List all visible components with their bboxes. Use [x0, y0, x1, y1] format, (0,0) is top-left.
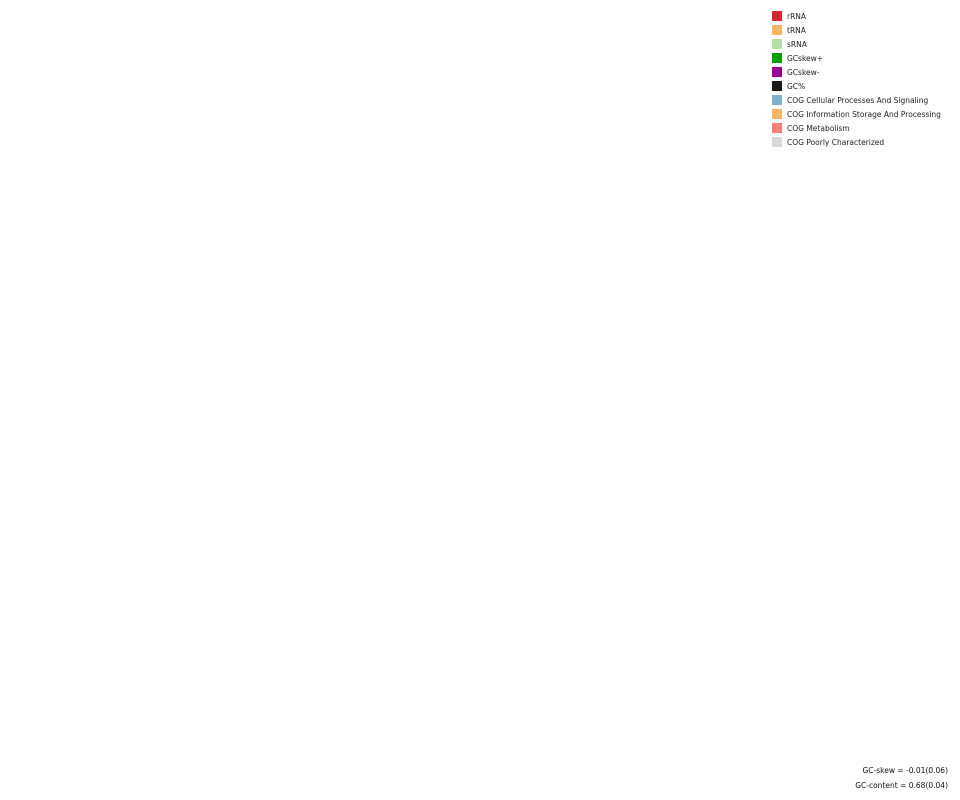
legend-label: GCskew+	[787, 53, 824, 63]
gc-percent-swatch	[772, 81, 782, 91]
legend-label: tRNA	[787, 25, 806, 35]
legend: rRNA tRNA sRNA GCskew+ GCskew- GC% COG C…	[772, 9, 941, 149]
gcskew-plus-swatch	[772, 53, 782, 63]
legend-item-gcskew-minus: GCskew-	[772, 65, 941, 79]
legend-item-cog-poorly: COG Poorly Characterized	[772, 135, 941, 149]
legend-label: GCskew-	[787, 67, 820, 77]
legend-item-rrna: rRNA	[772, 9, 941, 23]
cog-cellular-swatch	[772, 95, 782, 105]
legend-item-cog-metabolism: COG Metabolism	[772, 121, 941, 135]
legend-label: COG Poorly Characterized	[787, 137, 885, 147]
gc-skew-stat: GC-skew = -0.01(0.06)	[862, 766, 949, 775]
legend-item-srna: sRNA	[772, 37, 941, 51]
cog-information-swatch	[772, 109, 782, 119]
legend-item-cog-information: COG Information Storage And Processing	[772, 107, 941, 121]
gcskew-minus-swatch	[772, 67, 782, 77]
cog-poorly-swatch	[772, 137, 782, 147]
legend-label: COG Information Storage And Processing	[787, 109, 941, 119]
trna-swatch	[772, 25, 782, 35]
legend-item-cog-cellular: COG Cellular Processes And Signaling	[772, 93, 941, 107]
srna-swatch	[772, 39, 782, 49]
gc-content-stat: GC-content = 0.68(0.04)	[855, 781, 948, 790]
legend-label: COG Cellular Processes And Signaling	[787, 95, 929, 105]
legend-label: GC%	[787, 81, 806, 91]
legend-item-gc-percent: GC%	[772, 79, 941, 93]
legend-item-trna: tRNA	[772, 23, 941, 37]
legend-label: sRNA	[787, 39, 807, 49]
cog-metabolism-swatch	[772, 123, 782, 133]
rrna-swatch	[772, 11, 782, 21]
legend-item-gcskew-plus: GCskew+	[772, 51, 941, 65]
legend-label: rRNA	[787, 11, 807, 21]
legend-label: COG Metabolism	[787, 123, 850, 133]
